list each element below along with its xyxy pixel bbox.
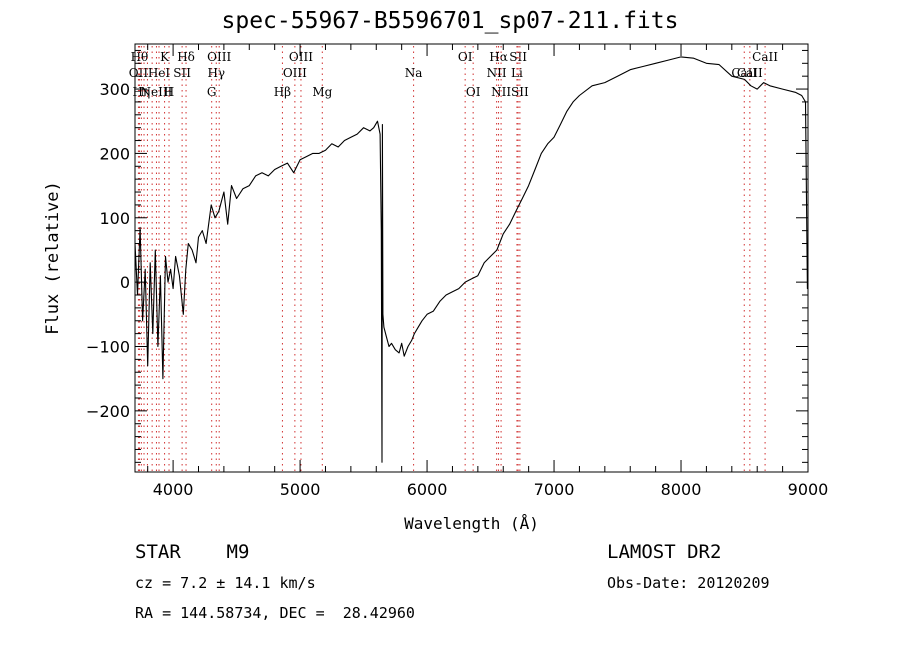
- line-label-12: G: [207, 85, 217, 99]
- line-label-27: SII: [511, 85, 529, 99]
- x-tick-label-2: 6000: [407, 480, 448, 499]
- line-label-26: SII: [509, 50, 527, 64]
- chart-title: spec-55967-B5596701_sp07-211.fits: [221, 8, 679, 34]
- line-label-29: CaII: [737, 66, 763, 80]
- y-tick-label-4: 200: [99, 144, 130, 163]
- line-label-19: Na: [405, 66, 423, 80]
- y-tick-label-5: 300: [99, 80, 130, 99]
- line-label-23: Hα: [489, 50, 508, 64]
- line-label-25: Li: [511, 66, 523, 80]
- x-tick-label-0: 4000: [153, 480, 194, 499]
- y-tick-label-3: 100: [99, 209, 130, 228]
- y-tick-label-0: −200: [86, 402, 130, 421]
- line-label-17: OIII: [289, 50, 313, 64]
- line-label-18: Mg: [312, 85, 332, 99]
- line-label-28: CaII: [731, 66, 757, 80]
- y-tick-label-2: 0: [120, 273, 130, 292]
- y-tick-label-1: −100: [86, 337, 130, 356]
- survey-name: LAMOST DR2: [607, 541, 722, 563]
- line-label-8: K: [160, 50, 170, 64]
- coordinates: RA = 144.58734, DEC = 28.42960: [135, 604, 415, 622]
- line-label-1: OII: [129, 66, 149, 80]
- plot-frame: [134, 43, 809, 473]
- y-axis-label: Flux (relative): [43, 181, 63, 335]
- line-label-13: Hγ: [207, 66, 225, 80]
- line-label-7: HeI: [148, 66, 171, 80]
- line-label-22: NII: [487, 66, 507, 80]
- line-label-10: SII: [173, 66, 191, 80]
- x-tick-label-3: 7000: [534, 480, 575, 499]
- x-tick-label-5: 9000: [788, 480, 829, 499]
- line-label-16: OIII: [283, 66, 307, 80]
- x-tick-label-4: 8000: [661, 480, 702, 499]
- line-label-2: Hη: [133, 85, 151, 99]
- line-label-30: CaII: [752, 50, 778, 64]
- line-label-24: NII: [491, 85, 511, 99]
- x-axis-label: Wavelength (Å): [404, 514, 539, 533]
- line-label-15: Hβ: [274, 85, 291, 99]
- series-flux: [134, 56, 808, 463]
- line-label-11: Hδ: [177, 50, 195, 64]
- line-label-21: OI: [466, 85, 481, 99]
- observation-date: Obs-Date: 20120209: [607, 574, 770, 592]
- x-tick-label-1: 5000: [280, 480, 321, 499]
- line-label-9: H: [164, 85, 174, 99]
- object-class: STAR M9: [135, 541, 250, 563]
- line-label-20: OI: [458, 50, 473, 64]
- line-label-0: Hθ: [131, 50, 149, 64]
- line-label-14: OIII: [207, 50, 231, 64]
- redshift-velocity: cz = 7.2 ± 14.1 km/s: [135, 574, 316, 592]
